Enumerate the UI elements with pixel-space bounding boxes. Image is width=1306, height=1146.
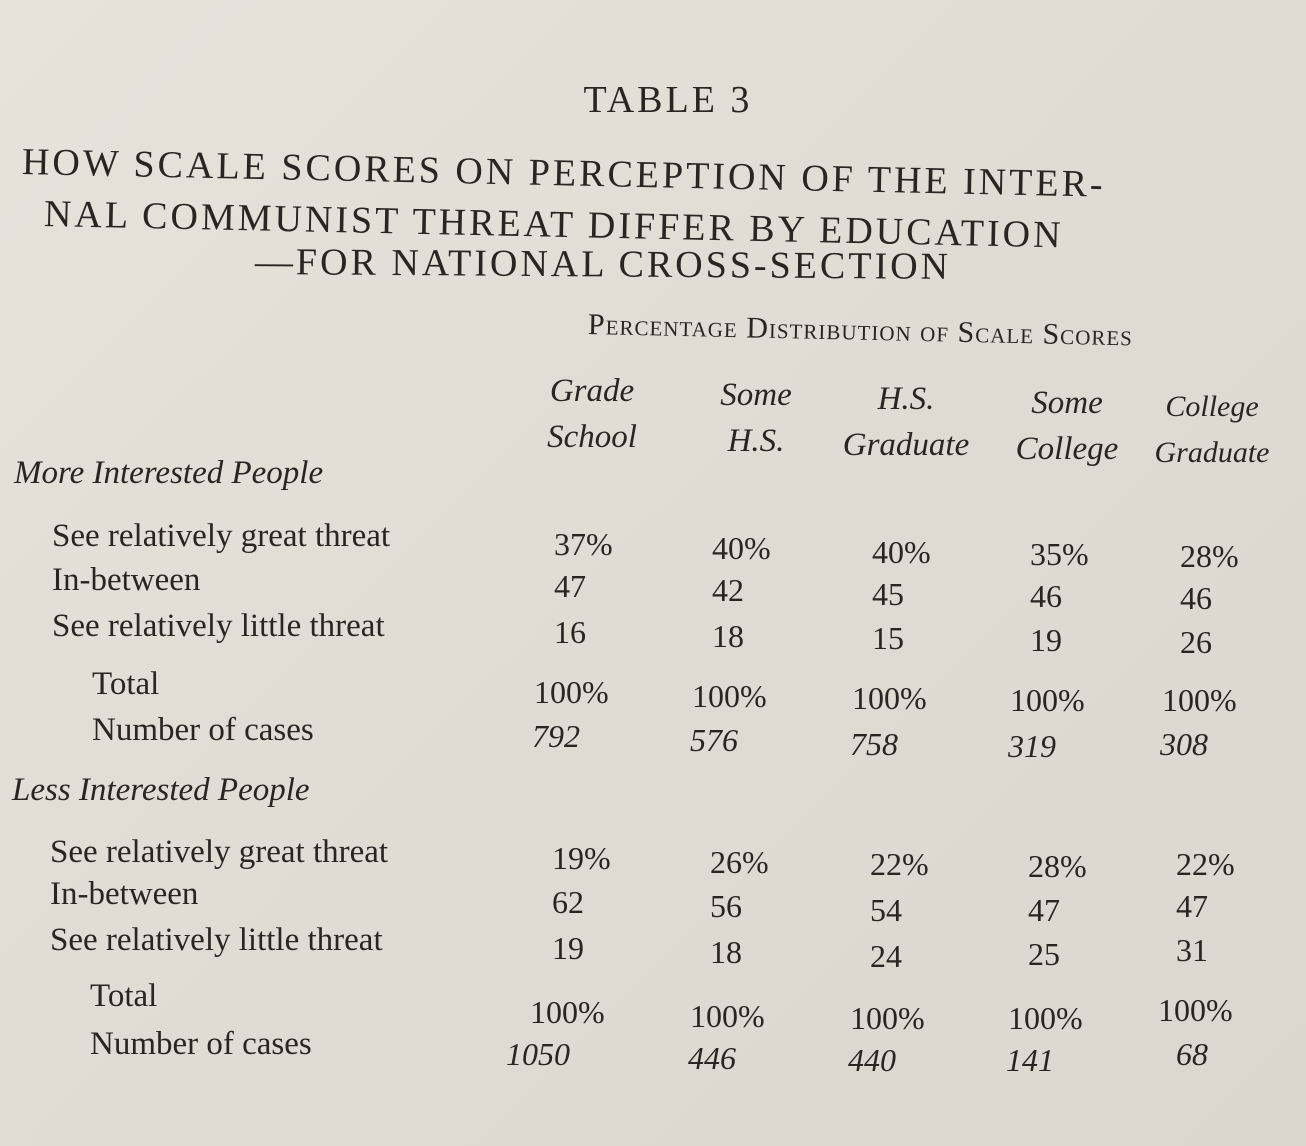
table-cell: 46 [1030, 578, 1062, 614]
table-cell: 100% [692, 678, 767, 714]
table-title-line-3: —FOR NATIONAL CROSS-SECTION [254, 241, 952, 288]
row-label-great-threat: See relatively great threat [50, 834, 389, 870]
table-label: TABLE 3 [583, 79, 753, 121]
column-header-line: H.S. [877, 381, 935, 417]
table-cell: 15 [872, 620, 904, 656]
table-cell: 46 [1180, 580, 1212, 616]
table-cell: 45 [872, 576, 904, 612]
column-header-college-graduate: College Graduate [1148, 384, 1276, 476]
row-label-in-between: In-between [50, 876, 199, 912]
column-header-some-hs: Some H.S. [700, 372, 812, 464]
table-cell: 56 [710, 888, 742, 924]
column-header-grade-school: Grade School [536, 368, 648, 460]
table-cell: 26 [1180, 624, 1212, 660]
table-cell: 26% [710, 844, 769, 880]
column-header-line: College [1015, 431, 1119, 467]
table-cell: 62 [552, 884, 584, 920]
table-cell: 35% [1030, 536, 1089, 572]
table-cell: 25 [1028, 936, 1060, 972]
table-cell: 100% [1008, 1000, 1083, 1036]
table-cell: 758 [850, 726, 898, 762]
table-cell: 100% [534, 674, 609, 710]
table-cell: 68 [1176, 1036, 1208, 1072]
column-header-line: Some [720, 377, 792, 413]
table-cell: 19 [1030, 622, 1062, 658]
row-label-number-of-cases: Number of cases [90, 1026, 312, 1062]
table-cell: 37% [554, 526, 613, 562]
table-cell: 440 [848, 1042, 896, 1078]
table-cell: 22% [1176, 846, 1235, 882]
distribution-heading: Percentage Distribution of Scale Scores [587, 308, 1134, 353]
table-cell: 1050 [506, 1036, 570, 1072]
table-cell: 42 [712, 572, 744, 608]
table-cell: 100% [850, 1000, 925, 1036]
table-cell: 100% [852, 680, 927, 716]
table-cell: 141 [1006, 1042, 1054, 1078]
table-cell: 100% [1162, 682, 1237, 718]
column-header-line: Some [1031, 385, 1103, 421]
table-cell: 319 [1008, 728, 1056, 764]
table-cell: 28% [1028, 848, 1087, 884]
table-cell: 18 [710, 934, 742, 970]
column-header-some-college: Some College [1006, 380, 1128, 472]
column-header-hs-graduate: H.S. Graduate [828, 376, 984, 468]
table-cell: 100% [1010, 682, 1085, 718]
table-cell: 24 [870, 938, 902, 974]
table-cell: 16 [554, 614, 586, 650]
table-cell: 28% [1180, 538, 1239, 574]
table-cell: 54 [870, 892, 902, 928]
table-cell: 40% [712, 530, 771, 566]
table-cell: 18 [712, 618, 744, 654]
table-cell: 576 [690, 722, 738, 758]
column-header-line: Grade [549, 373, 635, 409]
table-cell: 47 [1176, 888, 1208, 924]
table-cell: 19% [552, 840, 611, 876]
row-label-little-threat: See relatively little threat [52, 608, 385, 644]
row-label-great-threat: See relatively great threat [52, 518, 391, 554]
table-cell: 446 [688, 1040, 736, 1076]
table-cell: 100% [530, 994, 605, 1030]
column-header-line: School [547, 419, 637, 455]
table-cell: 19 [552, 930, 584, 966]
section-label-more-interested: More Interested People [14, 455, 324, 491]
row-label-number-of-cases: Number of cases [92, 712, 314, 748]
table-cell: 31 [1176, 932, 1208, 968]
table-cell: 40% [872, 534, 931, 570]
table-cell: 308 [1160, 726, 1208, 762]
table-cell: 100% [1158, 992, 1233, 1028]
table-cell: 47 [554, 568, 586, 604]
table-cell: 792 [532, 718, 580, 754]
row-label-little-threat: See relatively little threat [50, 922, 383, 958]
column-header-line: Graduate [842, 427, 970, 463]
column-header-line: Graduate [1154, 436, 1270, 469]
table-cell: 100% [690, 998, 765, 1034]
row-label-in-between: In-between [52, 562, 201, 598]
column-header-line: College [1165, 390, 1259, 423]
row-label-total: Total [92, 666, 160, 702]
row-label-total: Total [90, 978, 158, 1014]
table-cell: 47 [1028, 892, 1060, 928]
column-header-line: H.S. [727, 423, 785, 459]
section-label-less-interested: Less Interested People [12, 772, 310, 808]
table-cell: 22% [870, 846, 929, 882]
